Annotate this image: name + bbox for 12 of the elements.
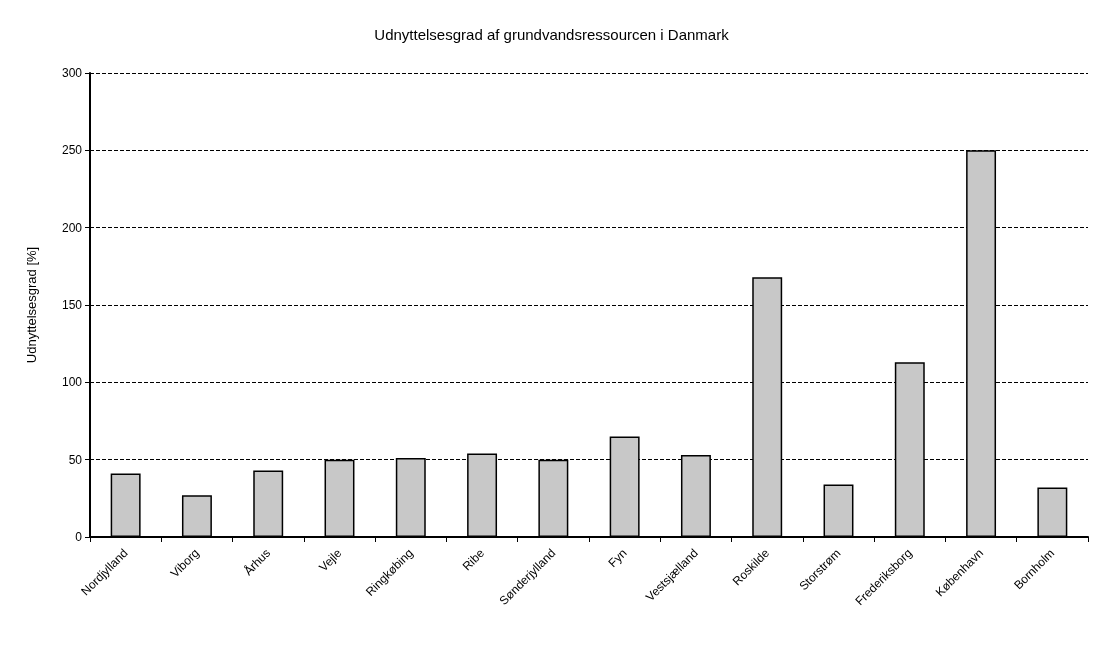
y-tick-label: 150: [61, 298, 83, 312]
x-tick-label: Ribe: [459, 545, 488, 574]
y-tick-label: 200: [61, 220, 83, 235]
x-tick-label: Vejle: [316, 545, 345, 575]
y-tick-label: 0: [75, 530, 83, 544]
y-tick-label: 300: [61, 66, 83, 80]
y-tick-label: 50: [68, 452, 83, 467]
y-tick-label: 100: [61, 375, 83, 390]
x-tick-label: Fyn: [605, 546, 630, 571]
chart-title: Udnyttelsesgrad af grundvandsressourcen i Danmark: [374, 26, 730, 43]
y-tick-label: 250: [61, 143, 83, 158]
y-axis-title: Udnyttelsesgrad [%]: [24, 246, 39, 364]
